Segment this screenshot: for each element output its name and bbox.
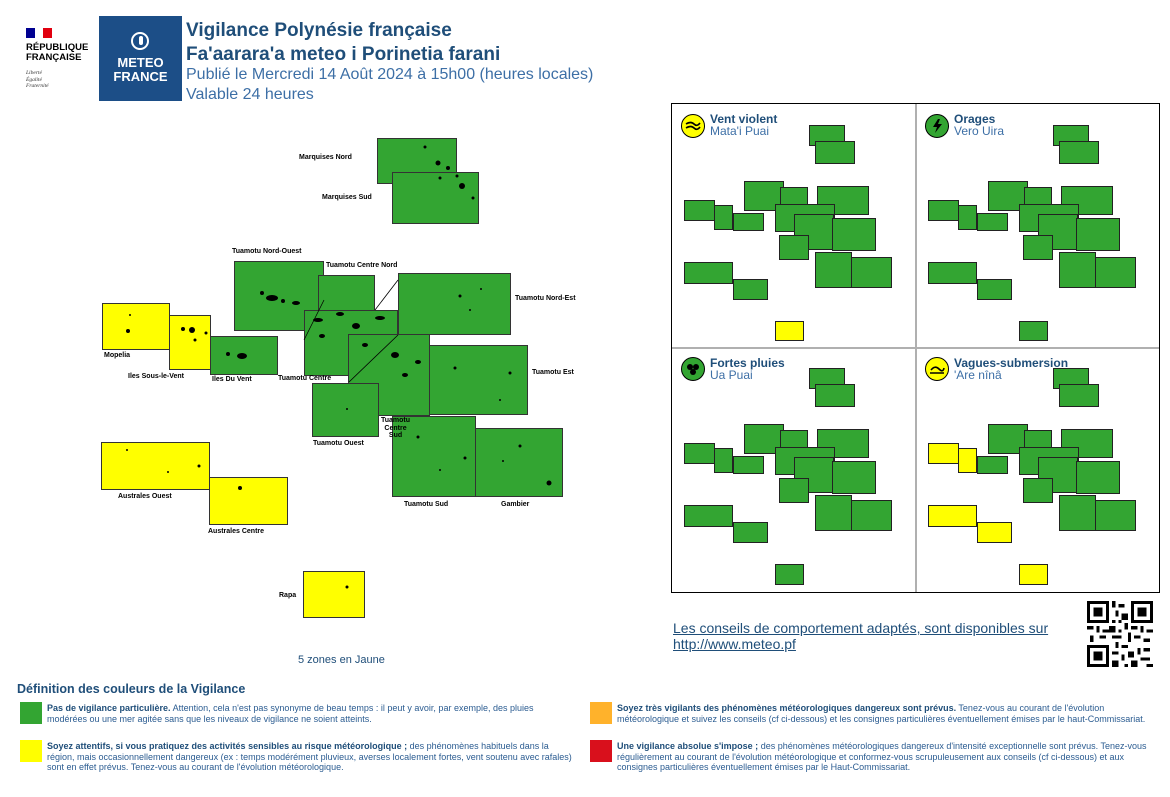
zone-iles-du-vent[interactable] xyxy=(210,336,278,375)
label-rapa: Rapa xyxy=(279,592,297,599)
zone-australes-ouest[interactable] xyxy=(101,442,210,490)
phenomenon-title-storms: Orages xyxy=(954,112,996,126)
legend-text-yellow: Soyez attentifs, si vous pratiquez des a… xyxy=(47,741,572,772)
yellow-zone-count: 5 zones en Jaune xyxy=(298,654,385,666)
phenomenon-subtitle-rain: Ua Puai xyxy=(710,368,753,382)
meteo-france-logo: METEO FRANCE xyxy=(99,16,182,101)
republique-francaise-text: RÉPUBLIQUE FRANÇAISE xyxy=(26,42,89,63)
phenomenon-subtitle-wind: Mata'i Puai xyxy=(710,124,769,138)
legend-text-green: Pas de vigilance particulière. Attention… xyxy=(47,703,534,724)
label-tuamotu-centre-nord: Tuamotu Centre Nord xyxy=(326,262,398,269)
phenomenon-title-rain: Fortes pluies xyxy=(710,356,785,370)
legend-swatch-orange xyxy=(590,702,612,724)
zone-marquises-sud[interactable] xyxy=(392,172,479,224)
phenomenon-subtitle-storms: Vero Uira xyxy=(954,124,1005,138)
zone-australes-centre[interactable] xyxy=(209,477,288,525)
page-title: Vigilance Polynésie française xyxy=(186,20,452,41)
wind-icon xyxy=(681,114,705,138)
label-gambier: Gambier xyxy=(501,501,530,508)
label-tuamotu-centre-sud: Tuamotu Centre Sud xyxy=(381,417,411,439)
republique-motto: Liberté Égalité Fraternité xyxy=(26,70,49,89)
wave-submersion-icon xyxy=(925,357,949,381)
mini-map-rain xyxy=(672,349,902,585)
phenomenon-title-waves: Vagues-submersion xyxy=(954,356,1069,370)
label-iles-sous-le-vent: Iles Sous-le-Vent xyxy=(128,373,185,380)
zone-rapa[interactable] xyxy=(303,571,365,618)
legend-text-orange: Soyez très vigilants des phénomènes mété… xyxy=(617,703,1146,724)
label-marquises-sud: Marquises Sud xyxy=(322,194,372,201)
label-tuamotu-nord-est: Tuamotu Nord-Est xyxy=(515,295,576,302)
label-tuamotu-nord-ouest: Tuamotu Nord-Ouest xyxy=(232,248,302,255)
mini-map-storms xyxy=(916,104,1146,341)
meteo-france-mark-icon xyxy=(131,32,149,50)
zone-iles-sous-le-vent[interactable] xyxy=(169,315,211,370)
french-flag-icon xyxy=(26,28,53,38)
label-australes-centre: Australes Centre xyxy=(208,528,265,535)
validity-text: Valable 24 heures xyxy=(186,86,314,103)
label-australes-ouest: Australes Ouest xyxy=(118,493,172,500)
phenomena-panel xyxy=(671,103,1160,593)
meteo-france-line1: METEO xyxy=(117,55,164,70)
label-tuamotu-est: Tuamotu Est xyxy=(532,369,574,376)
thunderstorm-icon xyxy=(925,114,949,138)
meteo-france-line2: FRANCE xyxy=(113,69,168,84)
panel-divider-horizontal xyxy=(672,347,1159,349)
zone-tuamotu-sud[interactable] xyxy=(392,416,476,497)
advice-link[interactable]: Les conseils de comportement adaptés, so… xyxy=(673,620,1049,652)
label-tuamotu-sud: Tuamotu Sud xyxy=(404,501,449,508)
page-title-tahitian: Fa'aarara'a meteo i Porinetia farani xyxy=(186,44,501,65)
zone-mopelia[interactable] xyxy=(102,303,170,350)
zone-tuamotu-est[interactable] xyxy=(429,345,528,415)
label-iles-du-vent: Iles Du Vent xyxy=(212,376,252,383)
legend-swatch-yellow xyxy=(20,740,42,762)
zone-gambier[interactable] xyxy=(475,428,563,497)
label-tuamotu-centre: Tuamotu Centre xyxy=(278,375,332,382)
qr-code-icon xyxy=(1087,601,1153,667)
legend-title: Définition des couleurs de la Vigilance xyxy=(17,682,246,696)
mini-map-waves xyxy=(916,349,1146,585)
legend-swatch-red xyxy=(590,740,612,762)
phenomenon-subtitle-waves: 'Are nînâ xyxy=(954,368,1002,382)
legend-text-red: Une vigilance absolue s'impose ; des phé… xyxy=(617,741,1147,772)
republique-francaise-logo: RÉPUBLIQUE FRANÇAISE Liberté Égalité Fra… xyxy=(22,26,94,96)
published-date: Publié le Mercredi 14 Août 2024 à 15h00 … xyxy=(186,66,594,83)
legend-swatch-green xyxy=(20,702,42,724)
phenomenon-title-wind: Vent violent xyxy=(710,112,778,126)
label-tuamotu-ouest: Tuamotu Ouest xyxy=(313,440,364,447)
label-marquises-nord: Marquises Nord xyxy=(299,154,352,161)
label-mopelia: Mopelia xyxy=(104,352,131,359)
heavy-rain-icon xyxy=(681,357,705,381)
zone-tuamotu-ouest[interactable] xyxy=(312,383,379,437)
zone-tuamotu-nord-est[interactable] xyxy=(398,273,511,335)
mini-map-wind xyxy=(672,104,902,341)
